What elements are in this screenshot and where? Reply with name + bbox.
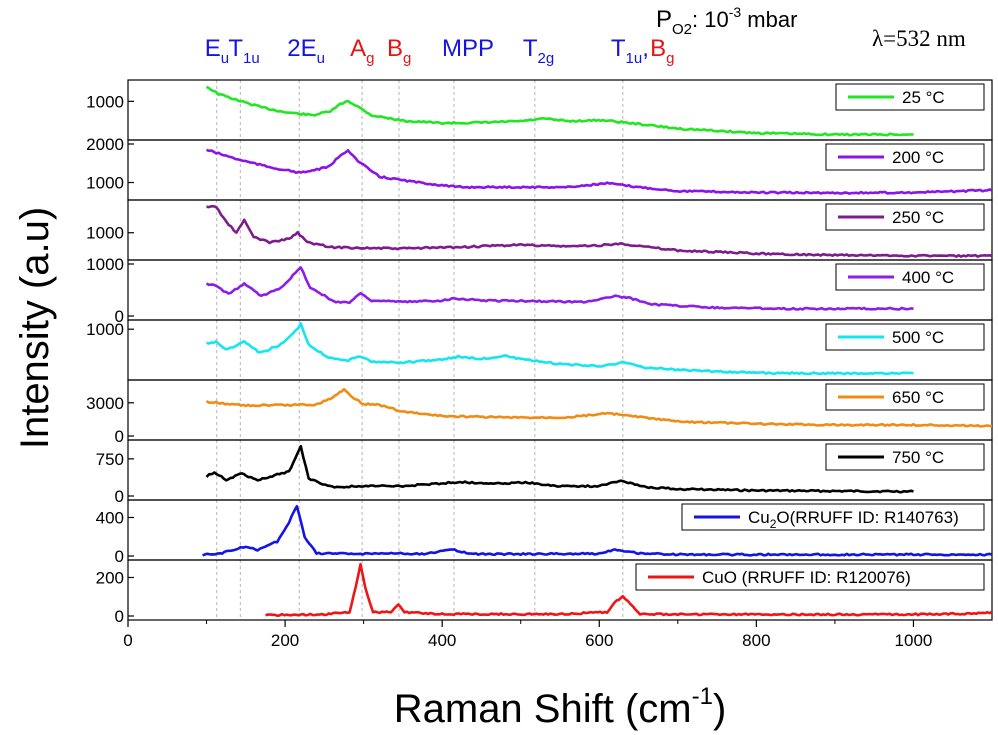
series-line xyxy=(205,387,992,428)
legend-entry: 500 °C xyxy=(825,323,985,351)
peak-label: MPP xyxy=(442,35,494,62)
legend-box xyxy=(835,83,985,111)
legend-label: 650 °C xyxy=(892,388,944,407)
peak-label: Bg xyxy=(650,35,674,67)
legend-label: 750 °C xyxy=(892,448,944,467)
y-tick-label: 400 xyxy=(96,508,124,527)
series-line xyxy=(205,85,914,137)
peak-label: T2g xyxy=(523,35,554,67)
spectrum-panel: 0 750 750 °C xyxy=(96,439,993,506)
y-tick-label: 750 xyxy=(96,450,124,469)
spectrum-panel: 1000 500 °C xyxy=(86,319,993,381)
y-axis-title: Intensity (a.u) xyxy=(13,207,57,449)
series-line xyxy=(205,266,914,311)
y-tick-label: 0 xyxy=(115,427,124,446)
x-tick-label: 600 xyxy=(585,631,613,650)
series-line xyxy=(206,205,992,258)
legend-entry: 650 °C xyxy=(825,383,985,411)
y-tick-label: 3000 xyxy=(86,394,124,413)
y-tick-label: 1000 xyxy=(86,255,124,274)
peak-label: Ag xyxy=(350,35,374,67)
y-tick-label: 1000 xyxy=(86,174,124,193)
series-line xyxy=(202,504,992,557)
y-tick-label: 1000 xyxy=(86,320,124,339)
spectrum-panel: 0 400 Cu2O(RRUFF ID: R140763) xyxy=(96,499,993,566)
x-tick-label: 400 xyxy=(428,631,456,650)
spectrum-panel: 1000 25 °C xyxy=(86,79,993,141)
y-tick-label: 0 xyxy=(115,307,124,326)
y-tick-label: 0 xyxy=(115,487,124,506)
x-tick-label: 1000 xyxy=(895,631,933,650)
x-tick-label: 800 xyxy=(742,631,770,650)
peak-label: Eu xyxy=(205,35,229,67)
legend-entry: 750 °C xyxy=(825,443,985,471)
peak-guide-lines xyxy=(216,80,624,620)
spectrum-panel: 0 1000 400 °C xyxy=(86,255,993,326)
legend-entry: 250 °C xyxy=(825,203,985,231)
panel-frame xyxy=(127,559,993,621)
peak-label: 2Eu xyxy=(287,35,325,67)
legend-label: 25 °C xyxy=(902,88,945,107)
y-tick-label: 200 xyxy=(96,568,124,587)
peak-labels: Eu T1u 2Eu Ag Bg MPP T2g T1u, Bg xyxy=(205,35,675,67)
legend-label: 200 °C xyxy=(892,148,944,167)
y-tick-label: 0 xyxy=(115,547,124,566)
y-tick-label: 2000 xyxy=(86,135,124,154)
x-axis-title: Raman Shift (cm-1) xyxy=(394,683,727,731)
legend-label: Cu2O(RRUFF ID: R140763) xyxy=(748,508,959,531)
peak-label: T1u xyxy=(228,35,259,67)
peak-label: T1u, xyxy=(611,35,649,67)
legend-entry: Cu2O(RRUFF ID: R140763) xyxy=(681,503,985,531)
series-line xyxy=(206,148,992,195)
legend-label: 500 °C xyxy=(892,328,944,347)
y-tick-label: 1000 xyxy=(86,92,124,111)
legend-entry: 400 °C xyxy=(835,263,985,291)
legend-label: 400 °C xyxy=(902,268,954,287)
legend-entry: CuO (RRUFF ID: R120076) xyxy=(635,563,985,591)
legend-label: CuO (RRUFF ID: R120076) xyxy=(702,568,911,587)
y-tick-label: 1000 xyxy=(86,224,124,243)
x-axis: 0 200 400 600 800 1000 xyxy=(123,620,932,650)
legend-entry: 200 °C xyxy=(825,143,985,171)
x-tick-label: 200 xyxy=(271,631,299,650)
legend-label: 250 °C xyxy=(892,208,944,227)
series-line xyxy=(265,562,992,617)
spectrum-panel: 1000 2000 200 °C xyxy=(86,135,993,201)
spectrum-panel: 0 3000 650 °C xyxy=(86,379,993,446)
legend-entry: 25 °C xyxy=(835,83,985,111)
series-line xyxy=(206,322,914,376)
x-tick-label: 0 xyxy=(123,631,132,650)
spectrum-panel: 1000 250 °C xyxy=(86,199,993,261)
pressure-annotation: PO2: 10-3 mbar xyxy=(656,4,797,38)
wavelength-annotation: λ=532 nm xyxy=(872,26,966,51)
series-line xyxy=(205,444,914,494)
spectrum-panel: 0 200 CuO (RRUFF ID: R120076) xyxy=(96,559,993,626)
peak-label: Bg xyxy=(387,35,411,67)
y-tick-label: 0 xyxy=(115,607,124,626)
